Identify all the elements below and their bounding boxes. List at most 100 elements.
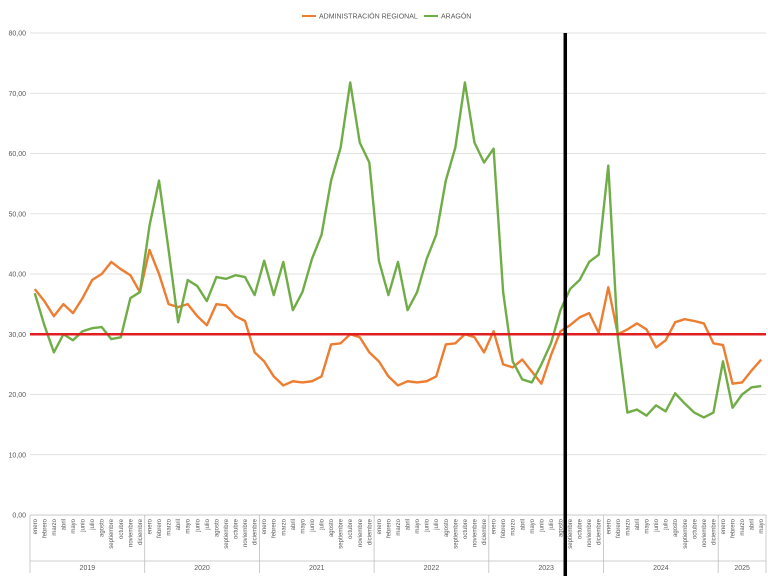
x-tick-label: agosto	[444, 518, 450, 537]
legend-label-1: ARAGÓN	[441, 12, 471, 21]
year-label: 2019	[80, 565, 96, 572]
x-tick-label: junio	[310, 518, 316, 532]
x-tick-label: noviembre	[243, 518, 249, 547]
x-tick-label: enero	[377, 518, 383, 534]
x-tick-label: diciembre	[711, 518, 717, 545]
x-tick-label: noviembre	[358, 518, 364, 547]
year-label: 2023	[538, 565, 554, 572]
x-tick-label: octubre	[348, 518, 354, 539]
x-tick-label: febrero	[42, 518, 48, 538]
x-tick-label: marzo	[625, 518, 631, 535]
y-axis: 0,00 10,00 20,00 30,00 40,00 50,00 60,00 70,00 8…	[8, 31, 26, 520]
x-tick-label: julio	[320, 518, 326, 530]
x-tick-label: febrero	[272, 518, 278, 538]
x-tick-label: agosto	[673, 518, 679, 537]
x-tick-label: abril	[750, 519, 756, 530]
x-tick-label: diciembre	[138, 518, 144, 545]
x-tick-label: junio	[425, 518, 431, 532]
x-tick-label: abril	[61, 519, 67, 530]
x-tick-label: marzo	[281, 518, 287, 535]
x-tick-label: diciembre	[482, 518, 488, 545]
y-tick-label: 50,00	[8, 211, 26, 218]
y-tick-label: 80,00	[8, 31, 26, 38]
x-tick-label: abril	[635, 519, 641, 530]
year-label: 2025	[734, 565, 750, 572]
x-tick-label: octubre	[578, 518, 584, 539]
x-tick-label: mayo	[186, 518, 192, 533]
year-label: 2020	[194, 565, 210, 572]
x-tick-label: diciembre	[367, 518, 373, 545]
series-line-1	[33, 81, 762, 419]
x-tick-label: noviembre	[702, 518, 708, 547]
x-tick-label: marzo	[740, 518, 746, 535]
x-tick-label: noviembre	[587, 518, 593, 547]
x-tick-label: julio	[205, 518, 211, 530]
x-tick-label: septiembre	[224, 518, 230, 548]
x-tick-label: septiembre	[453, 518, 459, 548]
x-tick-label: septiembre	[339, 518, 345, 548]
x-tick-label: septiembre	[683, 518, 689, 548]
x-tick-label: marzo	[511, 518, 517, 535]
gridlines	[30, 32, 766, 516]
x-tick-label: abril	[291, 519, 297, 530]
x-tick-label: agosto	[329, 518, 335, 537]
x-tick-label: diciembre	[597, 518, 603, 545]
x-tick-label: octubre	[234, 518, 240, 539]
y-tick-label: 60,00	[8, 151, 26, 158]
x-tick-label: septiembre	[568, 518, 574, 548]
x-tick-label: diciembre	[253, 518, 259, 545]
x-tick-label: enero	[262, 518, 268, 534]
x-tick-label: agosto	[100, 518, 106, 537]
x-axis: enero febrero marzo abril mayo junio julio agos…	[29, 514, 767, 573]
x-tick-label: enero	[721, 518, 727, 534]
x-tick-label: julio	[90, 518, 96, 530]
x-tick-label: febrero	[157, 518, 163, 538]
x-tick-label: agosto	[558, 518, 564, 537]
legend: ADMINISTRACIÓN REGIONAL ARAGÓN	[302, 12, 471, 21]
x-tick-label: enero	[492, 518, 498, 534]
x-tick-label: noviembre	[472, 518, 478, 547]
x-tick-label: mayo	[415, 518, 421, 533]
x-tick-label: octubre	[119, 518, 125, 539]
x-tick-label: enero	[147, 518, 153, 534]
x-tick-label: junio	[81, 518, 87, 532]
x-tick-label: enero	[606, 518, 612, 534]
x-tick-label: octubre	[463, 518, 469, 539]
y-tick-label: 40,00	[8, 272, 26, 279]
x-tick-label: abril	[406, 519, 412, 530]
year-label: 2021	[309, 565, 325, 572]
y-tick-label: 0,00	[12, 513, 26, 520]
x-tick-label: junio	[654, 518, 660, 532]
legend-label-0: ADMINISTRACIÓN REGIONAL	[319, 12, 418, 21]
x-tick-label: abril	[520, 519, 526, 530]
y-tick-label: 30,00	[8, 332, 26, 339]
y-tick-label: 10,00	[8, 452, 26, 459]
overlay-lines	[30, 33, 766, 576]
x-tick-label: mayo	[759, 518, 765, 533]
x-tick-label: mayo	[300, 518, 306, 533]
x-tick-label: marzo	[52, 518, 58, 535]
x-tick-label: mayo	[71, 518, 77, 533]
x-tick-label: noviembre	[128, 518, 134, 547]
x-tick-label: febrero	[386, 518, 392, 538]
series-layer	[33, 81, 763, 419]
x-tick-label: julio	[549, 518, 555, 530]
x-tick-label: febrero	[501, 518, 507, 538]
x-tick-label: febrero	[616, 518, 622, 538]
y-tick-label: 70,00	[8, 91, 26, 98]
x-tick-label: mayo	[645, 518, 651, 533]
x-tick-label: enero	[33, 518, 39, 534]
x-tick-label: junio	[539, 518, 545, 532]
x-tick-label: marzo	[396, 518, 402, 535]
x-tick-label: agosto	[214, 518, 220, 537]
x-tick-label: julio	[434, 518, 440, 530]
x-tick-label: febrero	[731, 518, 737, 538]
y-tick-label: 20,00	[8, 392, 26, 399]
x-tick-label: marzo	[167, 518, 173, 535]
year-label: 2024	[653, 565, 669, 572]
year-label: 2022	[424, 565, 440, 572]
series-line-0	[33, 248, 763, 387]
x-tick-label: junio	[195, 518, 201, 532]
